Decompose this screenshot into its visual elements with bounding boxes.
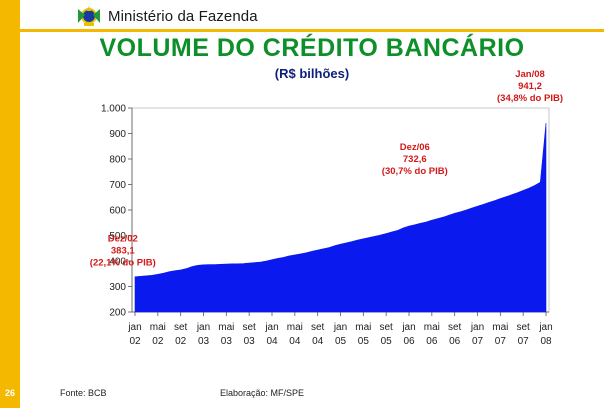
annotation-label: Dez/06: [400, 142, 430, 153]
x-tick-label-year: 06: [426, 336, 438, 347]
annotation-label: (22,1% do PIB): [90, 257, 156, 268]
annotation-label: (34,8% do PIB): [497, 93, 563, 104]
x-tick-label-year: 05: [358, 336, 370, 347]
x-tick-label-year: 06: [449, 336, 461, 347]
x-tick-label-year: 03: [221, 336, 233, 347]
x-tick-label-year: 08: [540, 336, 552, 347]
header-divider: [20, 29, 604, 32]
x-tick-label-year: 04: [289, 336, 301, 347]
x-tick-label-month: mai: [287, 322, 303, 333]
chart-subtitle: (R$ bilhões): [274, 66, 350, 81]
annotation-label: 383,1: [111, 245, 135, 256]
x-tick-label-month: jan: [470, 322, 484, 333]
x-tick-label-month: jan: [196, 322, 210, 333]
y-tick-label: 500: [109, 231, 126, 242]
x-tick-label-month: set: [379, 322, 393, 333]
x-tick-label-month: mai: [424, 322, 440, 333]
x-tick-label-year: 05: [335, 336, 347, 347]
x-tick-label-year: 02: [175, 336, 187, 347]
annotation-label: Dez/02: [108, 233, 138, 244]
x-tick-label-year: 05: [381, 336, 393, 347]
ministry-name: Ministério da Fazenda: [108, 7, 258, 25]
left-accent-bar: [0, 0, 20, 408]
y-tick-label: 400: [109, 257, 126, 268]
x-tick-label-month: mai: [492, 322, 508, 333]
x-tick-label-month: mai: [355, 322, 371, 333]
header: Ministério da Fazenda: [76, 4, 258, 28]
y-tick-label: 600: [109, 206, 126, 217]
x-tick-label-year: 02: [129, 336, 141, 347]
x-tick-label-year: 04: [266, 336, 278, 347]
annotation-label: Jan/08: [515, 69, 545, 80]
x-tick-label-month: jan: [264, 322, 278, 333]
footer-credit: Elaboração: MF/SPE: [220, 388, 305, 398]
y-tick-label: 200: [109, 308, 126, 319]
x-tick-label-year: 06: [403, 336, 415, 347]
x-tick-label-month: set: [516, 322, 530, 333]
x-tick-label-month: set: [242, 322, 256, 333]
x-tick-label-year: 07: [472, 336, 484, 347]
x-tick-label-month: set: [448, 322, 462, 333]
y-tick-label: 700: [109, 180, 126, 191]
x-tick-label-month: jan: [127, 322, 141, 333]
x-tick-label-month: jan: [538, 322, 552, 333]
chart-title: VOLUME DO CRÉDITO BANCÁRIO: [99, 34, 525, 62]
credit-volume-area: [134, 122, 547, 313]
brazil-coat-of-arms-icon: [78, 6, 100, 26]
x-tick-label-year: 04: [312, 336, 324, 347]
x-tick-label-month: set: [174, 322, 188, 333]
x-tick-label-year: 03: [244, 336, 256, 347]
x-tick-label-year: 07: [495, 336, 507, 347]
annotation-label: 732,6: [403, 154, 427, 165]
slide-number: 26: [4, 388, 15, 398]
x-tick-label-month: set: [311, 322, 325, 333]
x-tick-label-year: 07: [518, 336, 530, 347]
y-tick-label: 1.000: [101, 104, 126, 115]
x-tick-label-month: jan: [333, 322, 347, 333]
footer-source: Fonte: BCB: [60, 388, 107, 398]
x-tick-label-month: jan: [401, 322, 415, 333]
x-tick-label-year: 02: [152, 336, 164, 347]
x-tick-label-month: mai: [218, 322, 234, 333]
y-tick-label: 900: [109, 129, 126, 140]
y-tick-label: 300: [109, 282, 126, 293]
y-tick-label: 800: [109, 155, 126, 166]
annotation-label: 941,2: [518, 81, 542, 92]
x-tick-label-year: 03: [198, 336, 210, 347]
annotation-label: (30,7% do PIB): [382, 166, 448, 177]
x-tick-label-month: mai: [150, 322, 166, 333]
